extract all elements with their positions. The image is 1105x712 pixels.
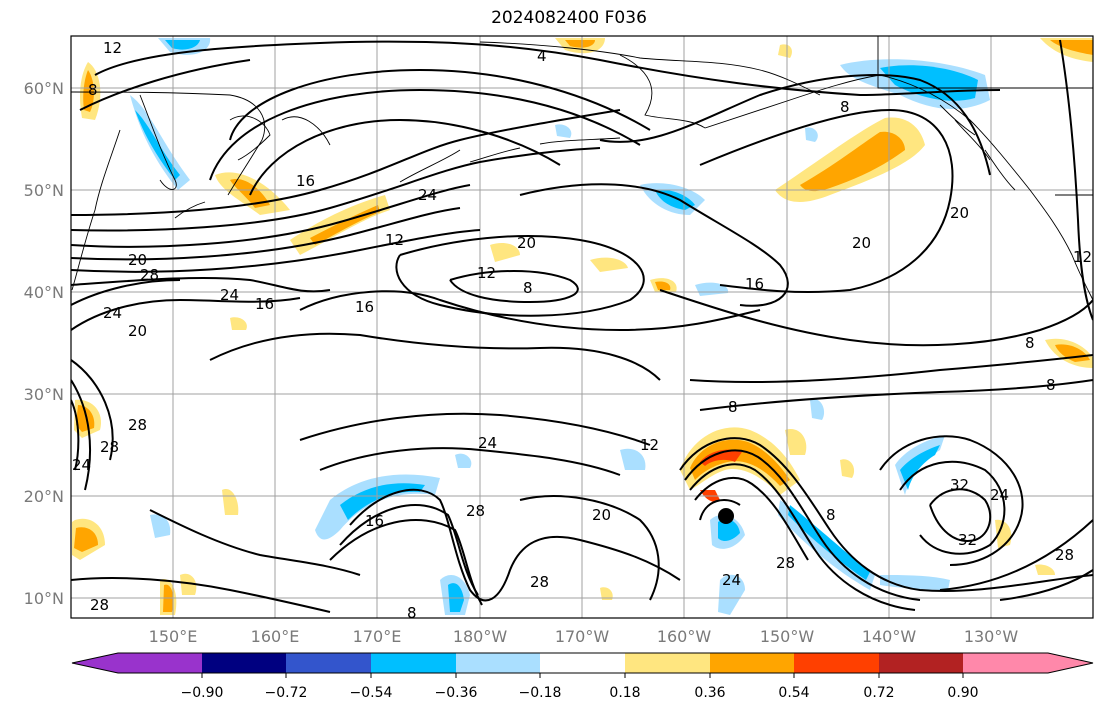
contour-label: 28 bbox=[100, 438, 119, 456]
contour-label: 8 bbox=[728, 398, 738, 416]
colorbar-tick-label: 0.72 bbox=[863, 685, 894, 701]
colorbar-segment bbox=[286, 653, 371, 673]
contour-label: 12 bbox=[385, 231, 404, 249]
colorbar-tick-label: −0.90 bbox=[181, 685, 224, 701]
colorbar-tick-labels: −0.90 −0.72 −0.54 −0.36 −0.18 0.18 0.36 … bbox=[181, 685, 979, 701]
colorbar-segment bbox=[118, 653, 202, 673]
lat-label: 60°N bbox=[24, 79, 64, 98]
lat-label: 20°N bbox=[24, 487, 64, 506]
map-title: 2024082400 F036 bbox=[491, 8, 647, 28]
contour-label: 20 bbox=[517, 234, 536, 252]
lat-label: 50°N bbox=[24, 181, 64, 200]
contour-label: 28 bbox=[128, 416, 147, 434]
shaded-field bbox=[72, 38, 1093, 615]
contour-label: 8 bbox=[88, 81, 98, 99]
coastlines bbox=[71, 36, 1093, 301]
contour-label: 32 bbox=[958, 531, 977, 549]
contour-label: 16 bbox=[365, 512, 384, 530]
lon-label: 170°E bbox=[353, 627, 402, 646]
contour-label: 16 bbox=[745, 275, 764, 293]
contour-label: 28 bbox=[776, 554, 795, 572]
lat-label: 40°N bbox=[24, 283, 64, 302]
contour-label: 12 bbox=[103, 39, 122, 57]
contour-label: 28 bbox=[466, 502, 485, 520]
contour-label: 8 bbox=[407, 604, 417, 622]
colorbar-tick-label: −0.72 bbox=[265, 685, 308, 701]
colorbar-tick-label: 0.54 bbox=[778, 685, 809, 701]
contour-label: 12 bbox=[477, 264, 496, 282]
contour-label: 20 bbox=[128, 251, 147, 269]
map-plot-area: 12 4 8 16 24 20 12 20 28 24 16 16 8 12 1… bbox=[71, 36, 1093, 622]
colorbar-segment bbox=[794, 653, 879, 673]
contour-label: 28 bbox=[1055, 546, 1074, 564]
lon-label: 160°E bbox=[251, 627, 300, 646]
contour-label: 24 bbox=[722, 571, 741, 589]
contour-label: 8 bbox=[1025, 334, 1035, 352]
contour-label: 24 bbox=[990, 486, 1009, 504]
colorbar-tick-label: 0.18 bbox=[609, 685, 640, 701]
colorbar-tick-label: −0.18 bbox=[519, 685, 562, 701]
contour-label: 28 bbox=[530, 573, 549, 591]
contours bbox=[71, 39, 1093, 613]
graticule bbox=[71, 36, 1093, 618]
lon-label: 170°W bbox=[555, 627, 610, 646]
contour-label: 24 bbox=[478, 434, 497, 452]
colorbar-segment bbox=[202, 653, 286, 673]
contour-label: 20 bbox=[950, 204, 969, 222]
contour-label: 8 bbox=[523, 279, 533, 297]
colorbar-tick-label: −0.54 bbox=[350, 685, 393, 701]
lat-label: 30°N bbox=[24, 385, 64, 404]
contour-label: 24 bbox=[220, 286, 239, 304]
colorbar-segment bbox=[879, 653, 963, 673]
storm-center-marker bbox=[718, 508, 734, 524]
colorbar-tick-label: 0.36 bbox=[694, 685, 725, 701]
contour-label: 4 bbox=[537, 47, 547, 65]
contour-label: 8 bbox=[826, 506, 836, 524]
colorbar-outline bbox=[71, 652, 1094, 674]
lon-label: 160°W bbox=[657, 627, 712, 646]
contour-label: 24 bbox=[418, 186, 437, 204]
lon-label: 180°W bbox=[453, 627, 508, 646]
map-frame bbox=[70, 35, 1094, 619]
colorbar-tick-label: 0.90 bbox=[947, 685, 978, 701]
contour-label: 16 bbox=[355, 298, 374, 316]
contour-label: 12 bbox=[1073, 248, 1092, 266]
colorbar bbox=[71, 652, 1094, 678]
contour-label: 24 bbox=[72, 456, 91, 474]
contour-label: 16 bbox=[296, 172, 315, 190]
colorbar-segment bbox=[625, 653, 710, 673]
lat-label: 10°N bbox=[24, 589, 64, 608]
longitude-labels: 150°E 160°E 170°E 180°W 170°W 160°W 150°… bbox=[149, 627, 1019, 646]
colorbar-tick-label: −0.36 bbox=[435, 685, 478, 701]
lon-label: 140°W bbox=[862, 627, 917, 646]
colorbar-segment bbox=[371, 653, 456, 673]
contour-label: 28 bbox=[90, 596, 109, 614]
contour-label: 20 bbox=[128, 322, 147, 340]
contour-label: 16 bbox=[255, 295, 274, 313]
contour-label: 32 bbox=[950, 476, 969, 494]
contour-labels: 12 4 8 16 24 20 12 20 28 24 16 16 8 12 1… bbox=[72, 39, 1092, 622]
colorbar-segment bbox=[456, 653, 540, 673]
contour-label: 8 bbox=[1046, 376, 1056, 394]
contour-label: 20 bbox=[852, 234, 871, 252]
contour-label: 8 bbox=[840, 98, 850, 116]
contour-label: 28 bbox=[140, 266, 159, 284]
colorbar-segment bbox=[710, 653, 794, 673]
colorbar-extend-high bbox=[963, 653, 1093, 673]
contour-label: 24 bbox=[103, 304, 122, 322]
colorbar-segment bbox=[540, 653, 625, 673]
lon-label: 150°W bbox=[760, 627, 815, 646]
contour-label: 20 bbox=[592, 506, 611, 524]
lon-label: 150°E bbox=[149, 627, 198, 646]
lon-label: 130°W bbox=[964, 627, 1019, 646]
latitude-labels: 60°N 50°N 40°N 30°N 20°N 10°N bbox=[24, 79, 64, 608]
contour-label: 12 bbox=[640, 436, 659, 454]
